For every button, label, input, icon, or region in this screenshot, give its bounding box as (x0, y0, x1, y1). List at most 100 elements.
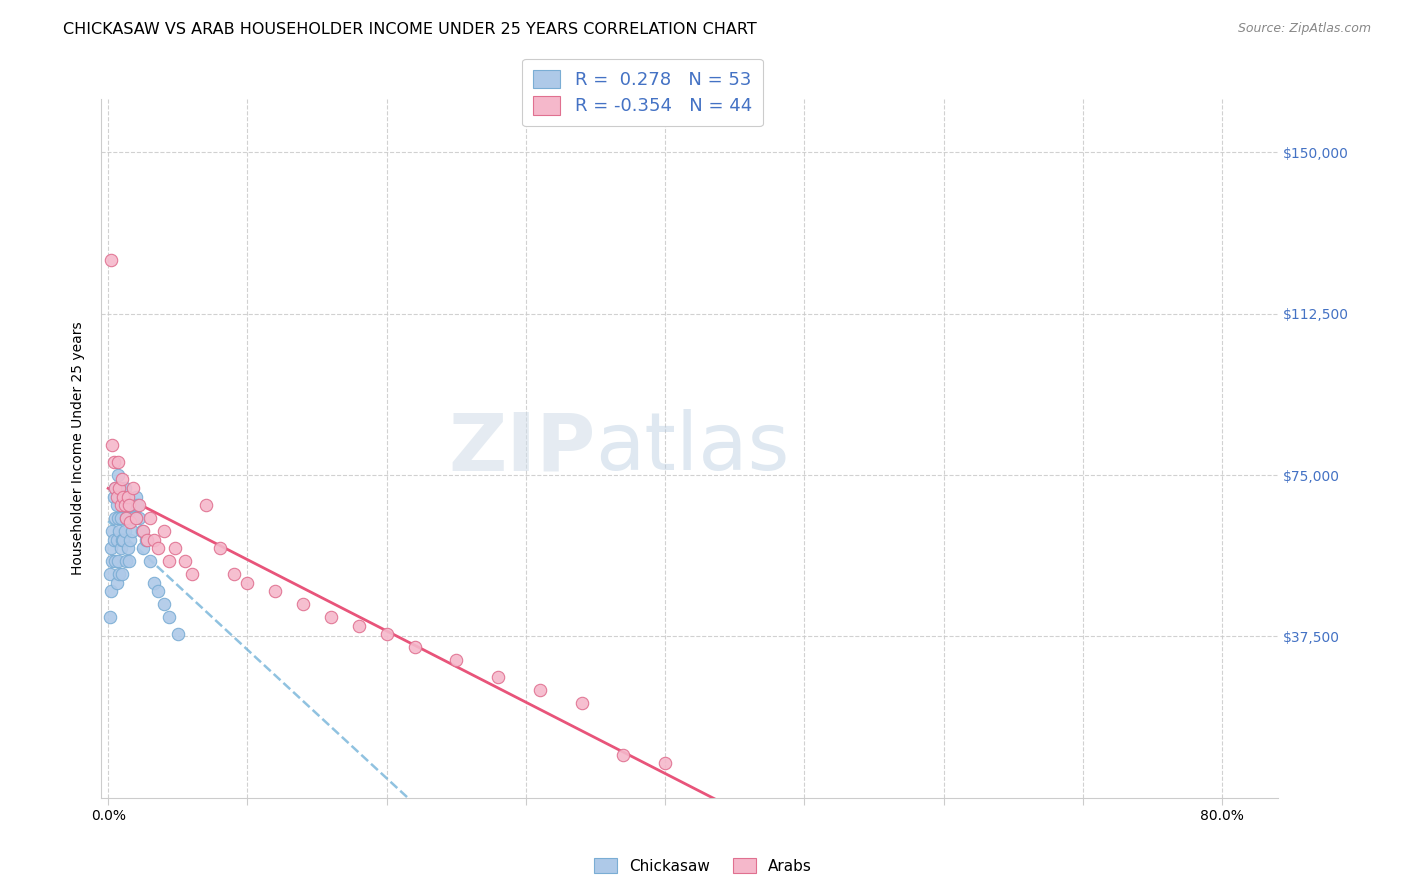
Point (98, 566, 121, 581)
Point (319, 610, 342, 624)
Point (208, 541, 231, 556)
Point (375, 627, 398, 641)
Point (115, 511, 138, 525)
Point (571, 696, 593, 710)
Point (105, 490, 128, 504)
Point (136, 533, 159, 547)
Point (148, 541, 170, 556)
Point (148, 584, 170, 599)
Point (122, 481, 145, 495)
Point (166, 627, 188, 641)
Point (404, 640, 426, 654)
Point (114, 524, 136, 538)
Point (111, 566, 134, 581)
Point (153, 524, 176, 538)
Point (124, 498, 146, 512)
Point (122, 511, 145, 525)
Point (118, 498, 141, 512)
Point (110, 481, 132, 495)
Text: atlas: atlas (596, 409, 790, 487)
Point (132, 524, 155, 538)
Text: ZIP: ZIP (449, 409, 596, 487)
Point (117, 498, 139, 512)
Point (118, 554, 141, 568)
Point (143, 575, 166, 590)
Point (128, 511, 150, 525)
Point (117, 541, 139, 556)
Point (101, 438, 124, 452)
Point (100, 584, 122, 599)
Point (104, 481, 127, 495)
Point (125, 490, 148, 504)
Point (118, 511, 141, 525)
Point (131, 524, 153, 538)
Point (446, 653, 468, 667)
Y-axis label: Householder Income Under 25 years: Householder Income Under 25 years (72, 321, 86, 575)
Point (112, 533, 135, 547)
Point (120, 533, 142, 547)
Point (180, 566, 202, 581)
Point (107, 468, 129, 483)
Point (139, 511, 162, 525)
Point (120, 498, 142, 512)
Point (105, 498, 128, 512)
Point (121, 524, 143, 538)
Text: CHICKASAW VS ARAB HOUSEHOLDER INCOME UNDER 25 YEARS CORRELATION CHART: CHICKASAW VS ARAB HOUSEHOLDER INCOME UND… (63, 22, 756, 37)
Point (264, 584, 287, 599)
Point (111, 472, 134, 486)
Point (103, 490, 125, 504)
Point (222, 566, 245, 581)
Point (111, 533, 134, 547)
Point (111, 490, 134, 504)
Point (104, 554, 127, 568)
Point (159, 610, 181, 624)
Point (101, 524, 124, 538)
Point (112, 490, 135, 504)
Point (103, 533, 125, 547)
Point (120, 516, 142, 530)
Point (114, 498, 136, 512)
Point (127, 498, 149, 512)
Point (153, 597, 176, 611)
Point (104, 481, 127, 495)
Point (104, 511, 127, 525)
Point (612, 747, 634, 762)
Legend: Chickasaw, Arabs: Chickasaw, Arabs (588, 852, 818, 880)
Point (107, 554, 129, 568)
Point (115, 554, 138, 568)
Point (100, 541, 122, 556)
Point (654, 756, 676, 771)
Point (108, 524, 131, 538)
Point (101, 554, 124, 568)
Point (108, 481, 131, 495)
Text: Source: ZipAtlas.com: Source: ZipAtlas.com (1237, 22, 1371, 36)
Point (347, 618, 370, 632)
Point (108, 490, 131, 504)
Point (100, 252, 122, 267)
Legend: R =  0.278   N = 53, R = -0.354   N = 44: R = 0.278 N = 53, R = -0.354 N = 44 (522, 59, 762, 127)
Point (173, 554, 195, 568)
Point (107, 511, 129, 525)
Point (105, 575, 128, 590)
Point (114, 481, 136, 495)
Point (529, 683, 551, 698)
Point (107, 455, 129, 469)
Point (486, 670, 509, 684)
Point (110, 511, 132, 525)
Point (108, 566, 131, 581)
Point (236, 575, 259, 590)
Point (292, 597, 315, 611)
Point (110, 498, 132, 512)
Point (128, 498, 150, 512)
Point (143, 533, 166, 547)
Point (159, 554, 181, 568)
Point (112, 498, 135, 512)
Point (117, 490, 139, 504)
Point (139, 554, 162, 568)
Point (115, 511, 138, 525)
Point (135, 533, 157, 547)
Point (105, 533, 128, 547)
Point (132, 541, 155, 556)
Point (163, 541, 186, 556)
Point (98, 610, 121, 624)
